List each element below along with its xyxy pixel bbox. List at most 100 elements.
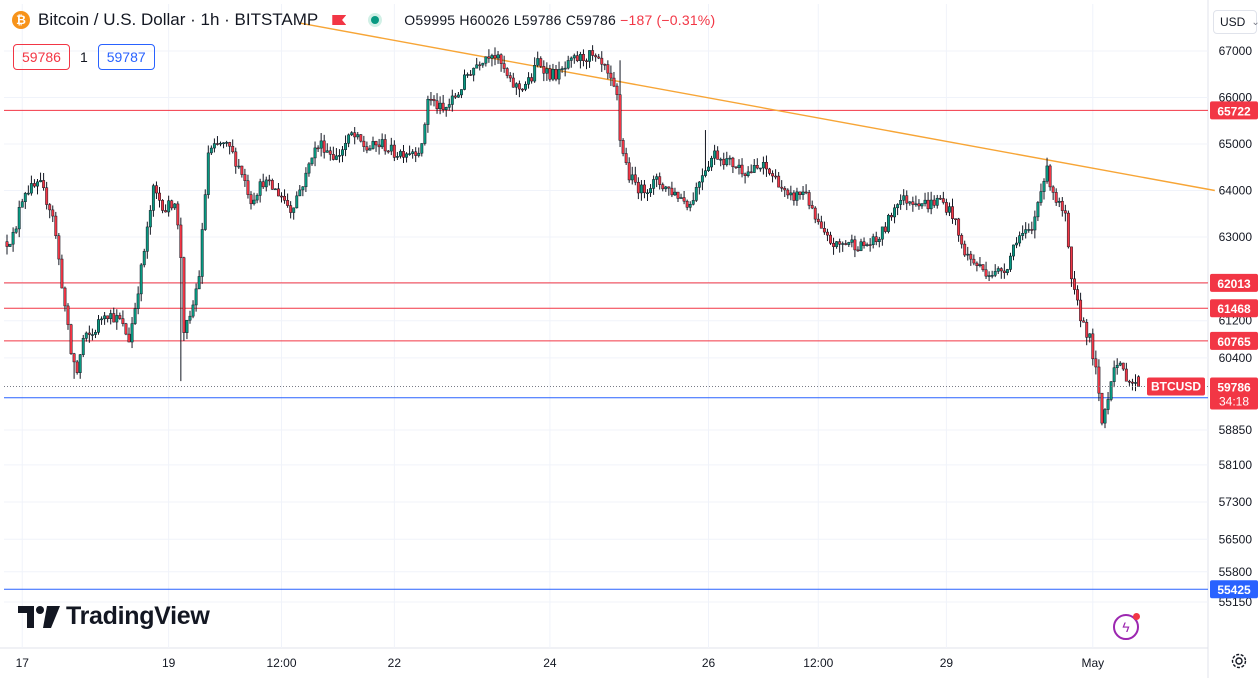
candle-body [234,151,238,167]
candle-body [231,146,235,153]
candle-body [1048,165,1052,188]
candle-body [621,140,625,154]
candle-body [582,54,585,61]
symbol-tag-label: BTCUSD [1151,379,1201,393]
candle-body [899,200,903,205]
x-tick-label: 17 [16,656,30,670]
candle-body [1082,320,1086,323]
level-tag-label: 60765 [1217,335,1251,349]
candle-body [456,94,460,98]
candle-body [182,257,186,333]
candle-body [917,203,921,207]
candle-body [527,77,530,85]
candle-body [746,171,750,176]
candle-body [14,228,18,233]
candle-body [325,150,329,153]
candle-body [127,333,131,343]
candle-body [334,155,338,160]
candle-body [728,157,732,160]
candle-body [938,197,942,200]
candle-body [688,204,692,208]
candle-body [444,107,448,110]
candle-body [463,74,466,90]
candle-body [115,315,119,323]
sell-button[interactable]: 59786 [13,44,70,70]
candle-body [100,318,103,321]
trendline [299,22,1215,192]
candle-body [960,235,964,245]
candle-body [277,188,280,197]
candle-body [923,199,927,204]
candle-body [771,173,774,177]
candle-body [136,293,140,309]
candle-body [624,153,628,164]
candle-body [246,180,250,195]
candle-body [1063,210,1067,214]
candle-body [813,207,817,220]
candle-body [1091,333,1095,360]
candle-body [270,180,274,190]
x-tick-label: 29 [940,656,954,670]
symbol-title[interactable]: Bitcoin / U.S. Dollar · 1h · BITSTAMP [38,10,319,29]
candle-body [554,69,558,80]
candle-body [987,275,991,277]
candle-body [697,181,701,188]
candle-body [1094,358,1098,368]
candle-body [1018,235,1022,244]
candle-body [109,313,113,319]
candle-body [356,134,360,138]
candle-body [755,165,759,169]
candle-body [941,198,945,203]
candle-body [1009,255,1012,270]
gear-icon[interactable] [1230,652,1248,670]
candle-body [219,142,222,145]
candle-body [72,353,76,363]
candle-body [240,165,244,175]
candle-body [725,158,729,166]
candle-body [810,205,814,209]
candle-body [630,174,634,181]
candle-body [627,162,631,181]
candle-body [212,143,216,149]
candle-body [194,288,198,306]
candle-body [649,188,652,194]
candle-body [258,181,262,196]
candle-body [429,98,433,101]
candle-body [902,195,906,201]
candle-body [478,64,482,67]
candle-body [661,184,665,190]
candle-body [719,158,723,161]
candle-body [871,236,875,245]
level-tag-label: 65722 [1217,104,1251,118]
candle-body [676,191,680,199]
buy-button[interactable]: 59787 [97,44,155,70]
candle-body [896,204,900,209]
candle-body [338,155,341,157]
flag-icon[interactable] [332,15,347,25]
lightning-icon[interactable]: ϟ [1113,613,1140,640]
last-price-tag [1210,377,1258,410]
candle-body [87,332,91,335]
candle-body [1057,200,1061,203]
candle-body [1131,381,1134,384]
candle-body [542,66,546,74]
y-tick-label: 64000 [1219,184,1253,198]
candle-body [716,150,720,160]
currency-selector[interactable]: USD ⌄ [1213,10,1258,34]
logo-text: TradingView [66,602,210,630]
candle-body [765,162,768,170]
candle-body [502,63,506,69]
candle-body [606,64,610,74]
candle-body [545,68,549,74]
candle-body [1076,289,1079,301]
candle-body [414,151,418,156]
candle-body [417,152,421,156]
candle-body [966,253,970,256]
candle-body [853,239,857,251]
x-tick-label: 22 [388,656,402,670]
candle-body [289,205,293,213]
candle-body [560,68,564,70]
candle-body [1112,367,1116,382]
